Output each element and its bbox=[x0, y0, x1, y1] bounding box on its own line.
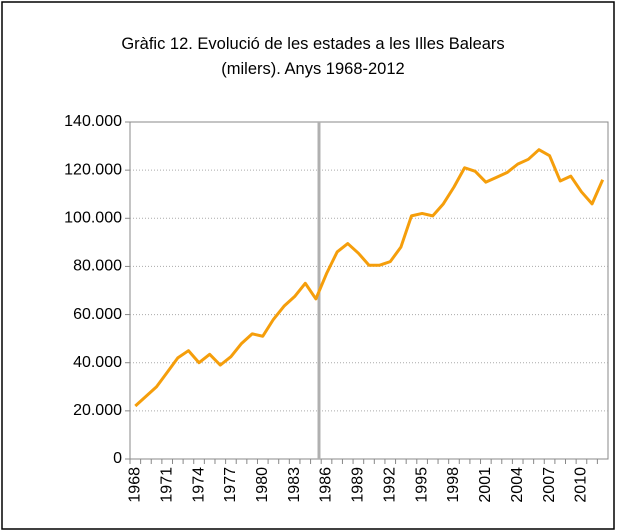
x-tick-label: 1974 bbox=[190, 467, 207, 503]
y-tick-label: 0 bbox=[113, 450, 122, 467]
data-line bbox=[134, 148, 605, 408]
y-tick-label: 80.000 bbox=[73, 258, 122, 275]
x-tick-label: 1980 bbox=[254, 467, 271, 503]
x-tick-label: 2010 bbox=[573, 467, 590, 503]
y-tick-label: 120.000 bbox=[64, 161, 122, 178]
x-tick-label: 1998 bbox=[445, 467, 462, 503]
x-tick-label: 1992 bbox=[381, 467, 398, 503]
x-tick-label: 1968 bbox=[127, 467, 144, 503]
x-tick-label: 1986 bbox=[318, 467, 335, 503]
x-tick-label: 2007 bbox=[541, 467, 558, 503]
x-tick-label: 1977 bbox=[222, 467, 239, 503]
plot-area bbox=[129, 121, 609, 460]
x-tick-label: 1989 bbox=[350, 467, 367, 503]
y-tick-label: 20.000 bbox=[73, 402, 122, 419]
x-tick-label: 1971 bbox=[158, 467, 175, 503]
chart-title: Gràfic 12. Evolució de les estades a les… bbox=[121, 35, 505, 78]
x-tick-label: 2001 bbox=[477, 467, 494, 503]
y-tick-label: 60.000 bbox=[73, 306, 122, 323]
y-tick-label: 40.000 bbox=[73, 354, 122, 371]
y-tick-label: 100.000 bbox=[64, 210, 122, 227]
x-tick-label: 1983 bbox=[286, 467, 303, 503]
x-tick-label: 2004 bbox=[509, 467, 526, 503]
y-tick-label: 140.000 bbox=[64, 113, 122, 130]
x-tick-label: 1995 bbox=[413, 467, 430, 503]
